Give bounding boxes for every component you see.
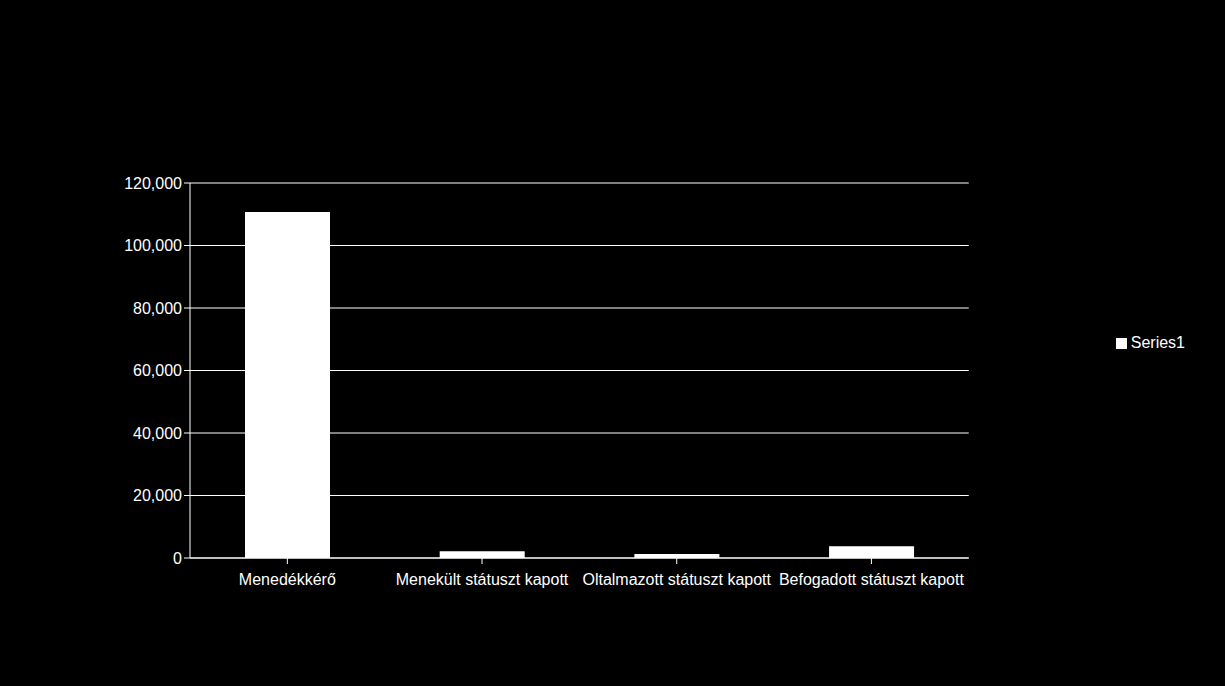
svg-text:120,000: 120,000 <box>124 175 182 192</box>
svg-text:40,000: 40,000 <box>133 425 182 442</box>
svg-text:60,000: 60,000 <box>133 362 182 379</box>
svg-text:Oltalmazott státuszt kapott: Oltalmazott státuszt kapott <box>582 571 771 588</box>
svg-text:Befogadott státuszt kapott: Befogadott státuszt kapott <box>779 571 965 588</box>
svg-text:0: 0 <box>173 550 182 567</box>
svg-text:Menedékkérő: Menedékkérő <box>239 571 336 588</box>
svg-text:100,000: 100,000 <box>124 237 182 254</box>
html-text:Series1: Series1 <box>1130 334 1185 351</box>
svg-text:20,000: 20,000 <box>133 487 182 504</box>
svg-text:80,000: 80,000 <box>133 300 182 317</box>
svg-text:Menekült státuszt kapott: Menekült státuszt kapott <box>396 571 569 588</box>
